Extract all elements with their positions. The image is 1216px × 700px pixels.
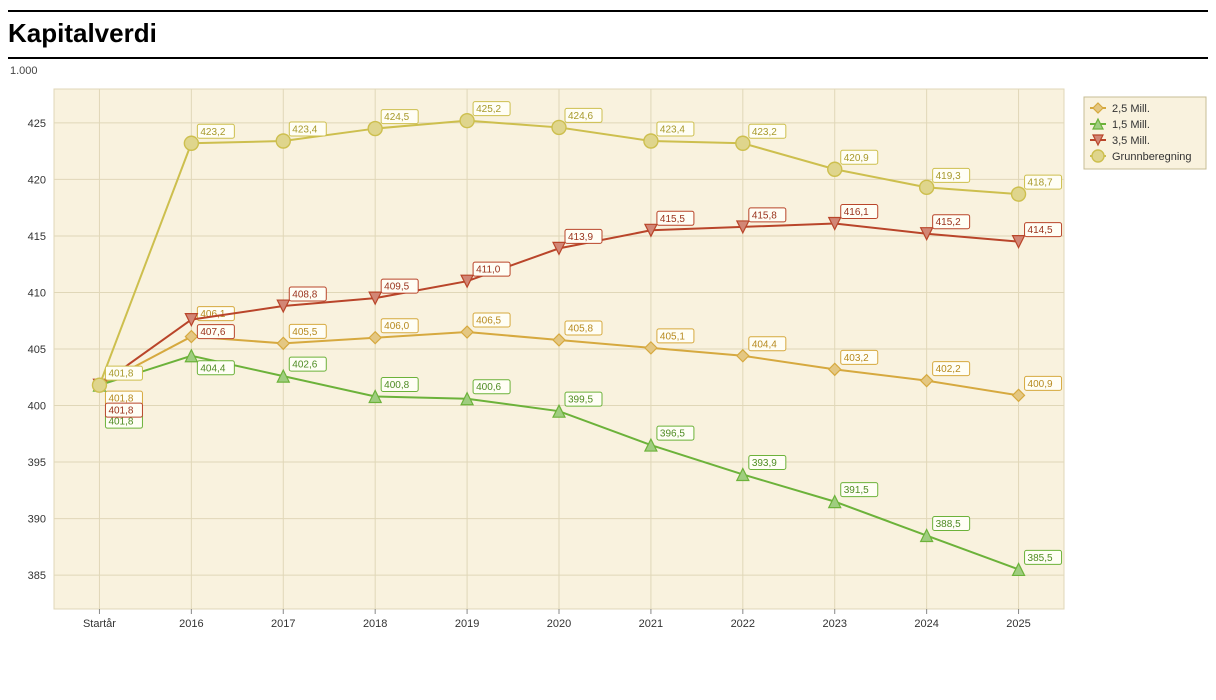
legend-label: 3,5 Mill. bbox=[1112, 135, 1150, 147]
data-label: 385,5 bbox=[1028, 553, 1053, 564]
data-label: 402,2 bbox=[936, 364, 961, 375]
data-label: 405,1 bbox=[660, 331, 685, 342]
data-label: 411,0 bbox=[476, 265, 501, 276]
data-label: 406,0 bbox=[384, 321, 409, 332]
x-tick-label: 2017 bbox=[271, 618, 295, 630]
x-tick-label: 2022 bbox=[731, 618, 755, 630]
marker-circle bbox=[552, 120, 566, 134]
data-label: 400,8 bbox=[384, 380, 409, 391]
data-label: 424,5 bbox=[384, 112, 409, 123]
data-label: 401,8 bbox=[108, 369, 133, 380]
data-label: 424,6 bbox=[568, 111, 593, 122]
x-tick-label: 2025 bbox=[1006, 618, 1030, 630]
y-tick-label: 400 bbox=[28, 401, 46, 413]
x-tick-label: 2018 bbox=[363, 618, 387, 630]
marker-circle bbox=[92, 378, 106, 392]
data-label: 388,5 bbox=[936, 519, 961, 530]
data-label: 423,4 bbox=[292, 125, 317, 136]
data-label: 400,6 bbox=[476, 382, 501, 393]
marker-circle bbox=[460, 114, 474, 128]
data-label: 413,9 bbox=[568, 232, 593, 243]
y-tick-label: 385 bbox=[28, 570, 46, 582]
data-label: 404,4 bbox=[752, 339, 777, 350]
data-label: 402,6 bbox=[292, 360, 317, 371]
data-label: 393,9 bbox=[752, 458, 777, 469]
y-tick-label: 420 bbox=[28, 174, 46, 186]
data-label: 406,5 bbox=[476, 316, 501, 327]
marker-circle bbox=[920, 180, 934, 194]
x-tick-label: 2023 bbox=[822, 618, 846, 630]
data-label: 423,2 bbox=[752, 127, 777, 138]
data-label: 400,9 bbox=[1028, 379, 1053, 390]
data-label: 399,5 bbox=[568, 395, 593, 406]
y-tick-label: 395 bbox=[28, 457, 46, 469]
marker-circle bbox=[1012, 187, 1026, 201]
data-label: 416,1 bbox=[844, 207, 869, 218]
y-tick-label: 425 bbox=[28, 118, 46, 130]
x-tick-label: Startår bbox=[83, 618, 116, 630]
data-label: 391,5 bbox=[844, 485, 869, 496]
title-wrap: Kapitalverdi bbox=[8, 10, 1208, 59]
marker-circle bbox=[1092, 150, 1104, 162]
y-tick-label: 415 bbox=[28, 231, 46, 243]
y-tick-label: 410 bbox=[28, 287, 46, 299]
legend-label: Grunnberegning bbox=[1112, 151, 1192, 163]
marker-circle bbox=[644, 134, 658, 148]
data-label: 401,8 bbox=[108, 406, 133, 417]
data-label: 415,8 bbox=[752, 210, 777, 221]
marker-circle bbox=[276, 134, 290, 148]
data-label: 408,8 bbox=[292, 290, 317, 301]
data-label: 404,4 bbox=[200, 363, 225, 374]
data-label: 423,4 bbox=[660, 125, 685, 136]
marker-circle bbox=[368, 122, 382, 136]
data-label: 409,5 bbox=[384, 282, 409, 293]
x-tick-label: 2024 bbox=[914, 618, 938, 630]
legend-label: 2,5 Mill. bbox=[1112, 103, 1150, 115]
data-label: 396,5 bbox=[660, 429, 685, 440]
data-label: 405,8 bbox=[568, 323, 593, 334]
legend-label: 1,5 Mill. bbox=[1112, 119, 1150, 131]
data-label: 419,3 bbox=[936, 171, 961, 182]
data-label: 420,9 bbox=[844, 153, 869, 164]
data-label: 423,2 bbox=[200, 127, 225, 138]
page-root: Kapitalverdi 1.000 385 390 395 400 405 410 415… bbox=[0, 0, 1216, 700]
marker-circle bbox=[184, 136, 198, 150]
data-label: 403,2 bbox=[844, 353, 869, 364]
data-label: 407,6 bbox=[200, 327, 225, 338]
data-label: 414,5 bbox=[1028, 225, 1053, 236]
y-tick-label: 405 bbox=[28, 344, 46, 356]
data-label: 418,7 bbox=[1028, 178, 1053, 189]
page-title: Kapitalverdi bbox=[8, 18, 1208, 49]
x-tick-label: 2016 bbox=[179, 618, 203, 630]
data-label: 415,2 bbox=[936, 217, 961, 228]
data-label: 405,5 bbox=[292, 327, 317, 338]
x-tick-label: 2020 bbox=[547, 618, 571, 630]
x-tick-label: 2019 bbox=[455, 618, 479, 630]
y-tick-label: 390 bbox=[28, 514, 46, 526]
y-axis-unit: 1.000 bbox=[10, 65, 1210, 77]
chart-svg: 385 390 395 400 405 410 415 420 425 Startår 2016 20… bbox=[6, 79, 1210, 679]
data-label: 425,2 bbox=[476, 104, 501, 115]
marker-circle bbox=[828, 162, 842, 176]
chart-container: 385 390 395 400 405 410 415 420 425 Startår 2016 20… bbox=[6, 79, 1210, 679]
x-tick-label: 2021 bbox=[639, 618, 663, 630]
data-label: 415,5 bbox=[660, 214, 685, 225]
marker-circle bbox=[736, 136, 750, 150]
data-label: 401,8 bbox=[108, 417, 133, 428]
